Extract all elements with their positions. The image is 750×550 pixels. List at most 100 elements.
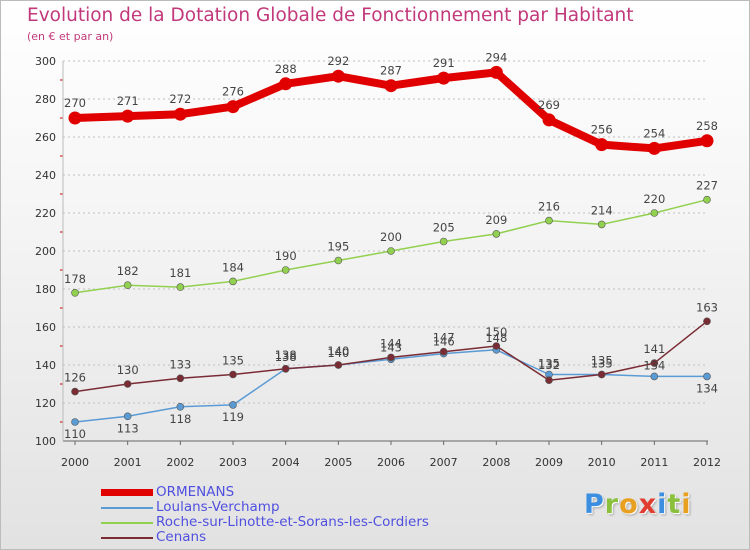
data-label: 288 [275,62,297,76]
data-point [647,141,661,155]
data-point [123,412,132,421]
data-point [650,359,659,367]
data-point [331,69,345,83]
legend-label: Loulans-Verchamp [156,499,280,515]
x-tick-label: 2006 [377,456,405,469]
data-point [68,111,82,125]
data-label: 130 [117,363,139,377]
x-tick-label: 2011 [640,456,668,469]
data-label: 294 [485,50,507,64]
data-label: 135 [591,357,613,371]
data-point [71,387,79,396]
data-label: 146 [433,335,455,349]
data-point [229,370,237,379]
data-label: 147 [433,331,455,345]
y-tick-label: 140 [35,359,56,372]
data-point [597,370,606,379]
x-tick-label: 2003 [219,456,247,469]
logo-letter: x [638,489,658,520]
chart-title: Evolution de la Dotation Globale de Fonc… [27,5,634,26]
legend-swatch [101,489,153,496]
data-point [176,402,185,411]
data-label: 269 [538,98,560,112]
data-label: 143 [380,340,402,354]
data-point [703,372,711,381]
data-label: 272 [169,92,191,106]
data-label: 140 [327,344,349,358]
data-label: 271 [117,94,139,108]
x-tick-label: 2012 [693,456,721,469]
x-tick-label: 2004 [272,456,300,469]
data-point [492,342,501,350]
y-tick-label: 100 [35,435,56,448]
data-label: 110 [64,427,86,441]
data-label: 163 [696,300,718,314]
data-point [542,113,556,127]
data-label: 195 [327,240,349,254]
data-point [387,353,395,362]
x-tick-label: 2005 [324,456,352,469]
data-label: 178 [64,272,86,286]
data-point [281,364,290,373]
data-point [229,401,237,409]
data-point [279,77,293,91]
x-tick-label: 2010 [588,456,616,469]
data-label: 205 [433,221,455,235]
data-label: 133 [169,357,191,371]
x-tick-label: 2009 [535,456,563,469]
x-tick-label: 2007 [430,456,458,469]
data-label: 258 [696,119,718,133]
data-point [703,317,711,326]
data-label: 292 [327,54,349,68]
data-label: 184 [222,260,244,274]
data-label: 141 [643,342,665,356]
chart-subtitle: (en € et par an) [27,30,114,43]
data-label: 134 [696,381,718,395]
data-point [176,283,185,291]
data-label: 200 [380,230,402,244]
data-label: 135 [538,357,560,371]
logo-letter: i [657,489,668,520]
data-label: 276 [222,85,244,99]
data-point [229,277,237,286]
x-tick-label: 2008 [482,456,510,469]
data-label: 132 [538,358,560,372]
data-label: 291 [433,56,455,70]
data-label: 148 [485,331,507,345]
data-label: 287 [380,64,402,78]
data-label: 119 [222,410,244,424]
data-point [71,288,79,297]
data-point [226,100,240,114]
data-label: 135 [591,354,613,368]
data-point [123,281,132,290]
data-point [700,134,714,148]
data-point [437,71,451,85]
legend-swatch [101,522,153,524]
data-point [545,376,553,385]
legend-label: ORMENANS [156,484,235,500]
data-label: 220 [643,192,665,206]
data-point [384,79,398,93]
data-point [334,361,343,369]
data-label: 270 [64,96,86,110]
data-label: 138 [275,350,297,364]
data-point [439,347,448,356]
x-tick-label: 2002 [166,456,194,469]
y-tick-label: 120 [35,397,56,410]
data-label: 135 [222,354,244,368]
legend-swatch [101,537,153,539]
data-point [489,65,503,79]
data-label: 126 [64,371,86,385]
data-label: 138 [275,348,297,362]
logo-letter: r [604,489,620,520]
data-label: 113 [117,421,139,435]
data-label: 182 [117,264,139,278]
data-label: 254 [643,126,665,140]
data-label: 190 [275,249,297,263]
logo-letter: o [619,489,639,520]
data-point [176,374,185,383]
data-point [595,138,609,152]
x-tick-label: 2001 [114,456,142,469]
